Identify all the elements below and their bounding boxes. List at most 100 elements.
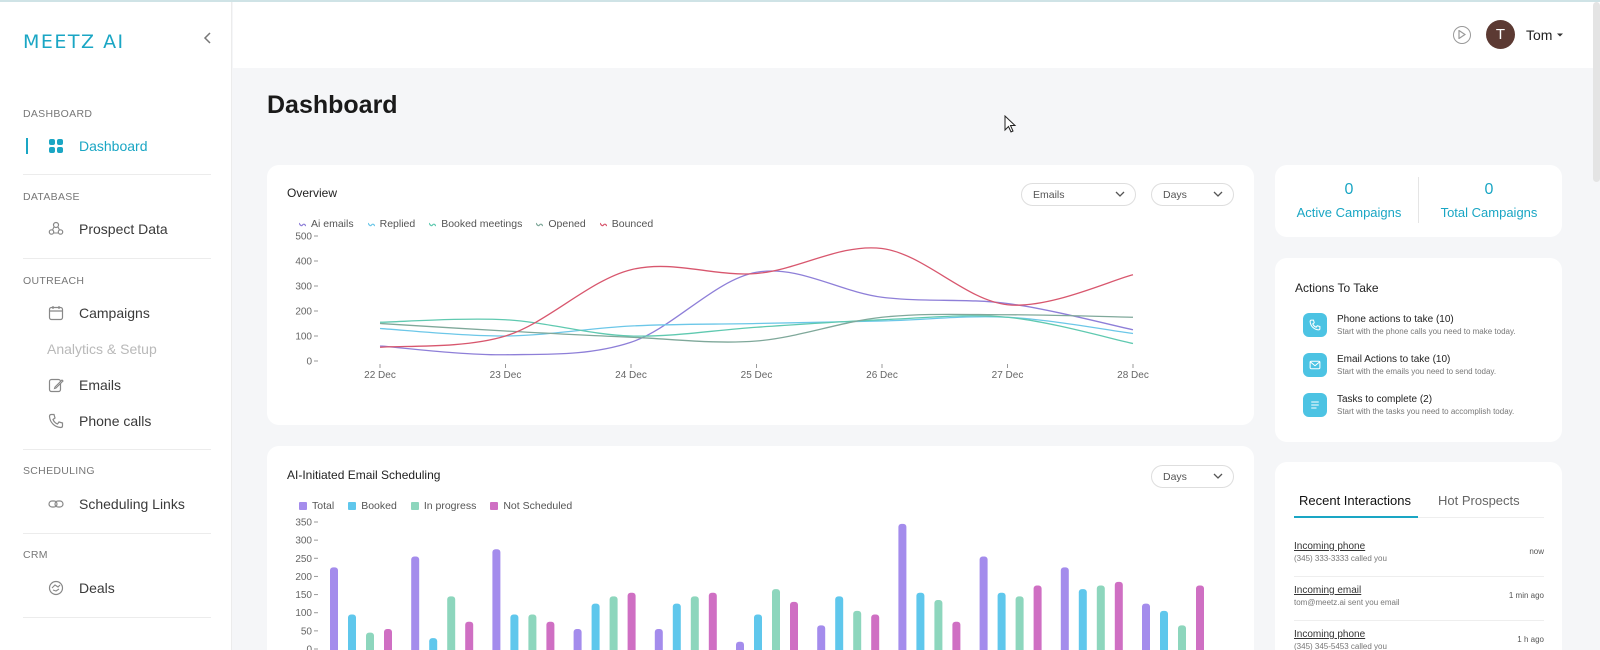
- chevron-down-icon: [1115, 191, 1125, 198]
- bar[interactable]: [546, 622, 554, 650]
- bar[interactable]: [835, 596, 843, 650]
- bar[interactable]: [1115, 582, 1123, 650]
- bar[interactable]: [790, 602, 798, 650]
- interaction-time: 1 h ago: [1517, 635, 1544, 644]
- bar[interactable]: [853, 611, 861, 650]
- y-tick-label: 300: [295, 282, 312, 293]
- interaction-item[interactable]: Incoming email tom@meetz.ai sent you ema…: [1294, 585, 1544, 607]
- bar[interactable]: [492, 549, 500, 650]
- active-campaigns-label[interactable]: Active Campaigns: [1279, 205, 1419, 220]
- divider: [23, 174, 211, 175]
- total-campaigns-label[interactable]: Total Campaigns: [1419, 205, 1559, 220]
- tasks-item[interactable]: Tasks to complete (2) Start with the tas…: [1303, 393, 1514, 417]
- scheduling-period-select[interactable]: Days: [1151, 465, 1234, 488]
- legend-item[interactable]: In progress: [411, 500, 477, 512]
- sidebar-item-emails[interactable]: Emails: [23, 373, 213, 397]
- bar[interactable]: [817, 625, 825, 650]
- sidebar-item-prospect-data[interactable]: Prospect Data: [23, 217, 213, 241]
- tab-hot-prospects[interactable]: Hot Prospects: [1438, 493, 1520, 508]
- scheduling-title: AI-Initiated Email Scheduling: [287, 468, 440, 482]
- legend-item[interactable]: Booked meetings: [429, 218, 522, 230]
- sidebar-item-phone-calls[interactable]: Phone calls: [23, 409, 213, 433]
- legend-item[interactable]: Total: [299, 500, 334, 512]
- legend-label: Not Scheduled: [503, 500, 572, 512]
- bar[interactable]: [411, 556, 419, 650]
- interaction-title[interactable]: Incoming phone: [1294, 541, 1544, 552]
- metric-select[interactable]: Emails: [1021, 183, 1136, 206]
- legend-item[interactable]: Not Scheduled: [490, 500, 572, 512]
- bar[interactable]: [655, 629, 663, 650]
- overview-period-value: Days: [1163, 189, 1187, 201]
- interaction-item[interactable]: Incoming phone (345) 345-5453 called you…: [1294, 629, 1544, 650]
- legend-item[interactable]: Booked: [348, 500, 397, 512]
- bar[interactable]: [348, 615, 356, 650]
- bar[interactable]: [330, 567, 338, 650]
- x-tick-label: 28 Dec: [1117, 370, 1149, 381]
- deals-icon: [47, 579, 65, 597]
- series-line[interactable]: [380, 271, 1133, 355]
- bar[interactable]: [1178, 625, 1186, 650]
- bar[interactable]: [1079, 589, 1087, 650]
- scrollbar[interactable]: [1593, 2, 1600, 182]
- bar[interactable]: [574, 629, 582, 650]
- overview-period-select[interactable]: Days: [1151, 183, 1234, 206]
- bar[interactable]: [465, 622, 473, 650]
- bar[interactable]: [673, 604, 681, 650]
- bar[interactable]: [447, 596, 455, 650]
- bar[interactable]: [998, 593, 1006, 650]
- play-icon[interactable]: [1453, 26, 1471, 44]
- people-icon: [47, 220, 65, 238]
- scheduling-bar-chart: 0 50 100 150 200 250 300 350: [287, 512, 1227, 650]
- interaction-title[interactable]: Incoming email: [1294, 585, 1544, 596]
- bar[interactable]: [736, 642, 744, 650]
- sidebar-item-scheduling-links[interactable]: Scheduling Links: [23, 492, 213, 516]
- bar[interactable]: [510, 615, 518, 650]
- bar[interactable]: [384, 629, 392, 650]
- bar[interactable]: [754, 615, 762, 650]
- legend-item[interactable]: Bounced: [600, 218, 653, 230]
- bar[interactable]: [1196, 586, 1204, 650]
- bar[interactable]: [1061, 567, 1069, 650]
- legend-item[interactable]: Ai emails: [299, 218, 354, 230]
- bar[interactable]: [980, 556, 988, 650]
- phone-actions-item[interactable]: Phone actions to take (10) Start with th…: [1303, 313, 1516, 337]
- bar[interactable]: [429, 638, 437, 650]
- sidebar-item-campaigns[interactable]: Campaigns: [23, 301, 213, 325]
- interaction-title[interactable]: Incoming phone: [1294, 629, 1544, 640]
- app-logo[interactable]: MEETZ AI: [23, 31, 125, 53]
- bar[interactable]: [871, 615, 879, 650]
- sidebar-item-deals[interactable]: Deals: [23, 576, 213, 600]
- legend-item[interactable]: Replied: [368, 218, 416, 230]
- bar[interactable]: [898, 524, 906, 650]
- legend-item[interactable]: Opened: [536, 218, 585, 230]
- y-tick-label: 250: [295, 554, 312, 565]
- bar[interactable]: [1097, 586, 1105, 650]
- email-actions-item[interactable]: Email Actions to take (10) Start with th…: [1303, 353, 1496, 377]
- interaction-time: now: [1529, 547, 1544, 556]
- bar[interactable]: [772, 589, 780, 650]
- bar[interactable]: [1142, 604, 1150, 650]
- y-tick-label: 100: [295, 332, 312, 343]
- interaction-item[interactable]: Incoming phone (345) 333-3333 called you…: [1294, 541, 1544, 563]
- y-tick-label: 350: [295, 518, 312, 529]
- bar[interactable]: [709, 593, 717, 650]
- bar[interactable]: [366, 633, 374, 650]
- series-line[interactable]: [380, 248, 1133, 347]
- user-menu[interactable]: Tom: [1526, 27, 1564, 43]
- bar[interactable]: [934, 600, 942, 650]
- avatar[interactable]: T: [1486, 20, 1515, 49]
- bar[interactable]: [691, 596, 699, 650]
- bar[interactable]: [592, 604, 600, 650]
- bar[interactable]: [610, 596, 618, 650]
- bar[interactable]: [952, 622, 960, 650]
- collapse-sidebar-icon[interactable]: [198, 28, 218, 48]
- sidebar-item-analytics-setup[interactable]: Analytics & Setup: [23, 337, 213, 361]
- bar[interactable]: [1016, 596, 1024, 650]
- bar[interactable]: [916, 593, 924, 650]
- bar[interactable]: [528, 615, 536, 650]
- tab-recent-interactions[interactable]: Recent Interactions: [1299, 493, 1411, 508]
- bar[interactable]: [1034, 586, 1042, 650]
- bar[interactable]: [1160, 611, 1168, 650]
- bar[interactable]: [628, 593, 636, 650]
- sidebar-item-dashboard[interactable]: Dashboard: [23, 134, 213, 158]
